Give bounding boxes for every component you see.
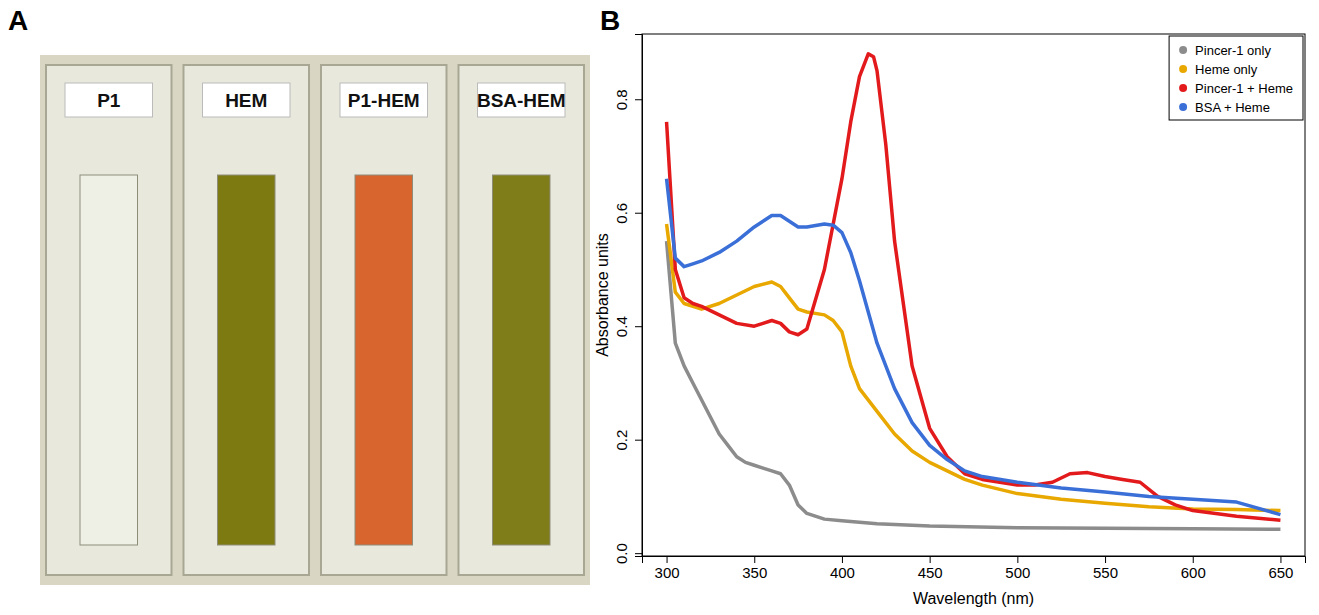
legend-marker: [1179, 84, 1187, 92]
x-tick-label: 550: [1093, 564, 1118, 581]
y-tick-mark: [635, 99, 642, 100]
panel-letter: A: [8, 5, 28, 36]
x-tick-mark: [1105, 556, 1106, 563]
legend-marker: [1179, 46, 1187, 54]
x-tick-mark: [842, 556, 843, 563]
photo-background: [40, 55, 590, 585]
x-tick: 600: [1181, 556, 1206, 581]
cuvette-label: BSA-HEM: [477, 90, 566, 111]
legend-label: Pincer-1 only: [1195, 43, 1271, 58]
y-tick: 0.8: [613, 89, 642, 110]
panel-letter: B: [600, 5, 620, 36]
x-tick-label: 600: [1181, 564, 1206, 581]
series-line: [667, 224, 1281, 511]
cuvette-label: P1-HEM: [348, 90, 420, 111]
y-tick-mark: [635, 326, 642, 327]
x-tick: 300: [655, 556, 680, 581]
cuvette-label: P1: [97, 90, 121, 111]
panel-b: B 300 350 400 450 500 550 600 650 0.0 0.2 0.4 0.6 0.8…: [594, 5, 1306, 607]
y-tick: 0.0: [613, 543, 642, 564]
cuvette-label-box: [478, 83, 566, 117]
y-tick-label: 0.6: [613, 203, 630, 224]
x-tick-label: 400: [830, 564, 855, 581]
x-tick-label: 450: [918, 564, 943, 581]
y-tick-mark: [635, 440, 642, 441]
y-tick-label: 0.8: [613, 89, 630, 110]
panel-a: A P1 HEM P1-HEM BSA-HEM: [8, 5, 590, 585]
x-tick-label: 300: [655, 564, 680, 581]
cuvette-glass: [459, 65, 585, 575]
cuvette-liquid: [355, 175, 413, 545]
x-tick-label: 650: [1268, 564, 1293, 581]
x-tick-mark: [667, 556, 668, 563]
cuvette-glass: [46, 65, 172, 575]
cuvette-liquid: [80, 175, 138, 545]
y-tick-mark: [635, 213, 642, 214]
x-tick: 650: [1268, 556, 1293, 581]
legend-label: BSA + Heme: [1195, 100, 1270, 115]
cuvette-label-box: [340, 83, 428, 117]
cuvette-liquid: [493, 175, 551, 545]
x-tick: 400: [830, 556, 855, 581]
cuvette-label-box: [65, 83, 153, 117]
y-tick: 0.6: [613, 203, 642, 224]
y-tick-label: 0.0: [613, 543, 630, 564]
y-tick-label: 0.2: [613, 430, 630, 451]
legend-marker: [1179, 103, 1187, 111]
cuvette-liquid: [218, 175, 276, 545]
x-tick-mark: [930, 556, 931, 563]
y-axis-line: [635, 35, 643, 557]
figure: A P1 HEM P1-HEM BSA-HEM B 300 350 400 450 500 550 60…: [0, 0, 1319, 615]
cuvette: BSA-HEM: [459, 65, 585, 575]
y-tick: 0.2: [613, 430, 642, 451]
legend-label: Heme only: [1195, 62, 1258, 77]
legend-box: [1169, 36, 1303, 120]
y-axis-title: Absorbance units: [594, 233, 611, 357]
legend: Pincer-1 only Heme only Pincer-1 + Heme BSA…: [1169, 36, 1303, 120]
y-tick: 0.4: [613, 316, 642, 337]
x-tick: 450: [918, 556, 943, 581]
x-tick-mark: [754, 556, 755, 563]
y-tick-mark: [635, 553, 642, 554]
legend-marker: [1179, 65, 1187, 73]
series-lines: [667, 54, 1281, 529]
cuvette-glass: [184, 65, 310, 575]
plot-frame: [642, 34, 1305, 556]
cuvette-label-box: [203, 83, 291, 117]
x-tick-label: 350: [742, 564, 767, 581]
cuvette: P1-HEM: [321, 65, 447, 575]
x-axis-title: Wavelength (nm): [913, 590, 1034, 607]
cuvette: P1: [46, 65, 172, 575]
x-tick: 350: [742, 556, 767, 581]
legend-label: Pincer-1 + Heme: [1195, 81, 1293, 96]
cuvette-glass: [321, 65, 447, 575]
y-tick-label: 0.4: [613, 316, 630, 337]
x-tick-mark: [1017, 556, 1018, 563]
x-axis: 300 350 400 450 500 550 600 650: [643, 556, 1306, 581]
series-line: [667, 54, 1281, 520]
x-tick: 500: [1005, 556, 1030, 581]
x-axis-line: [643, 557, 1306, 564]
y-axis: 0.0 0.2 0.4 0.6 0.8: [613, 35, 643, 565]
x-tick-mark: [1193, 556, 1194, 563]
x-tick-label: 500: [1005, 564, 1030, 581]
x-tick: 550: [1093, 556, 1118, 581]
x-tick-mark: [1280, 556, 1281, 563]
series-line: [667, 179, 1281, 515]
cuvette-label: HEM: [225, 90, 267, 111]
cuvette: HEM: [184, 65, 310, 575]
